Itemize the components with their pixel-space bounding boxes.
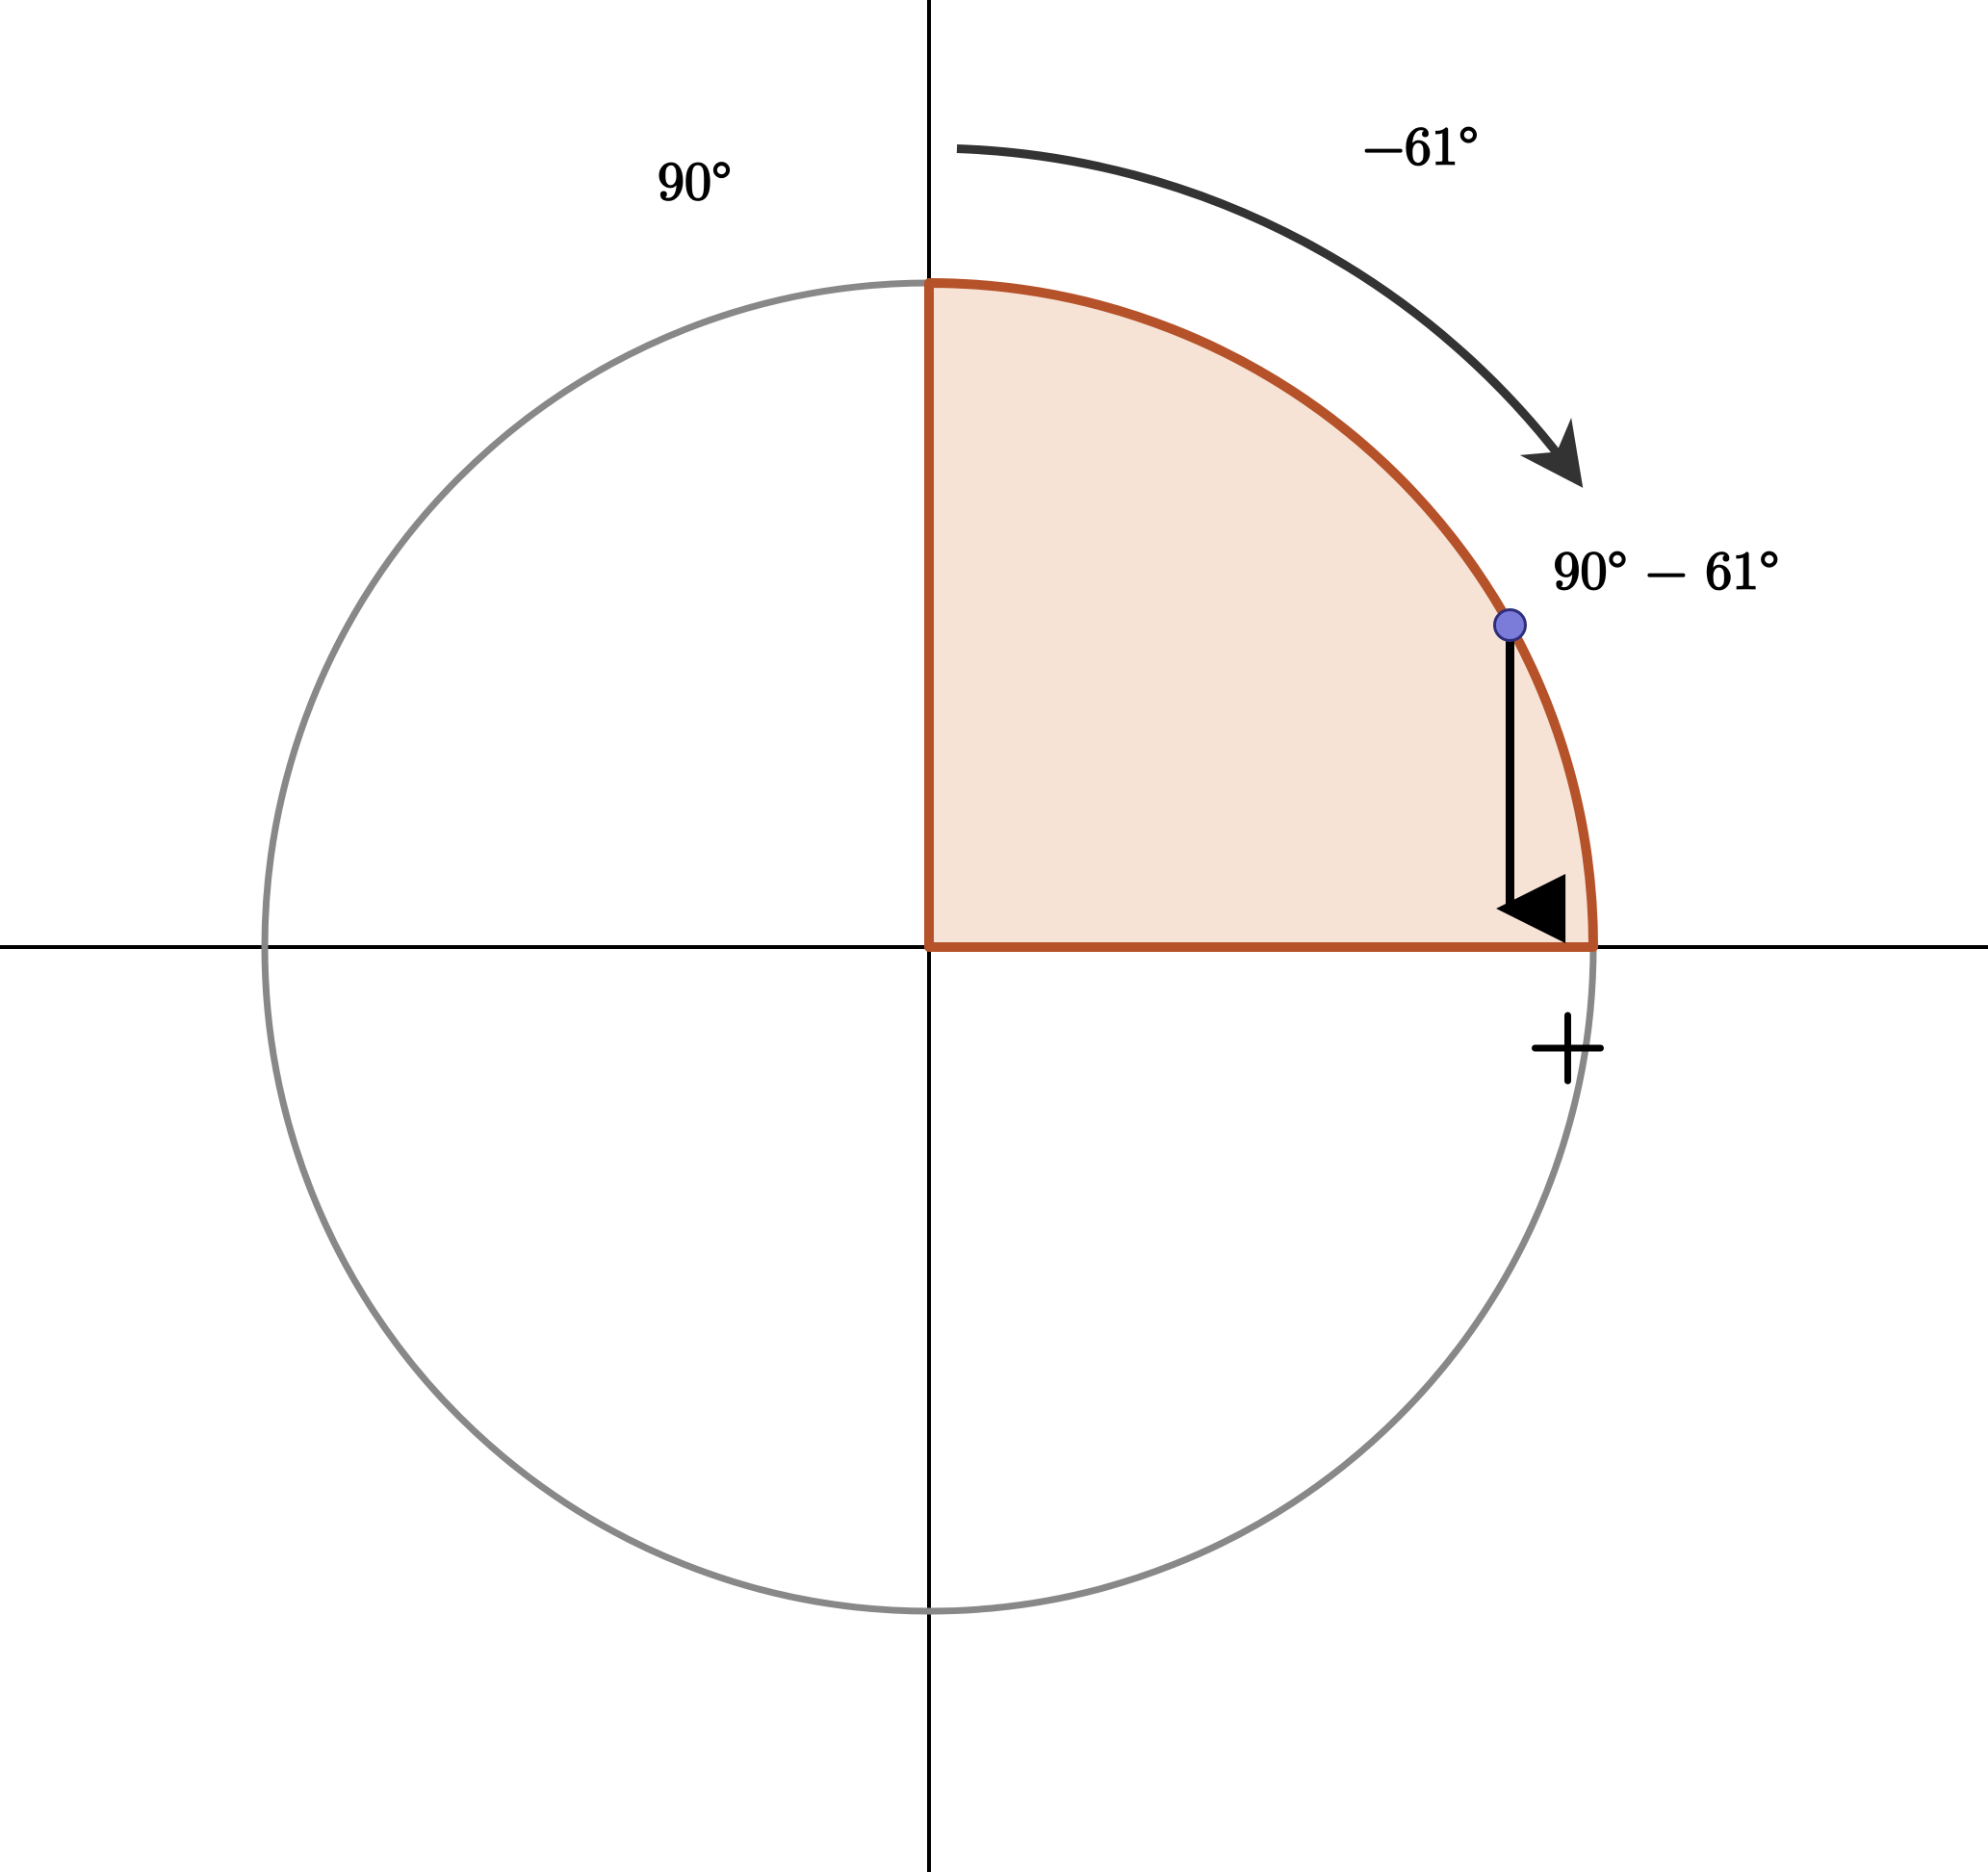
label-point-angle: 90° − 61° <box>1553 546 1779 600</box>
label-ninety: 90° <box>658 156 732 210</box>
label-rotation: −61° <box>1362 120 1479 174</box>
terminal-point <box>1494 609 1525 640</box>
